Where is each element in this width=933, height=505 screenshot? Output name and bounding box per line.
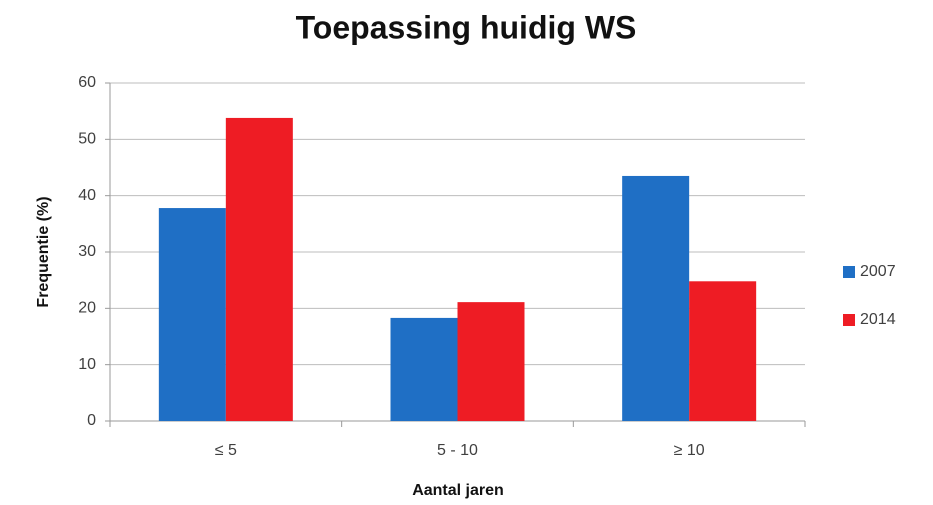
- legend-label: 2007: [860, 263, 896, 280]
- y-tick-label: 40: [78, 187, 96, 204]
- x-tick-label: ≥ 10: [674, 442, 705, 459]
- y-tick-label: 10: [78, 356, 96, 373]
- x-axis-label: Aantal jaren: [412, 482, 504, 499]
- y-tick-label: 20: [78, 300, 96, 317]
- y-tick-label: 30: [78, 243, 96, 260]
- bar: [158, 208, 226, 421]
- y-tick-label: 0: [87, 412, 96, 429]
- bar: [390, 317, 458, 421]
- legend-swatch: [843, 266, 855, 278]
- legend-swatch: [843, 314, 855, 326]
- bar: [457, 302, 525, 421]
- x-tick-label: ≤ 5: [215, 442, 237, 459]
- bar: [622, 175, 690, 421]
- chart-title: Toepassing huidig WS: [296, 9, 637, 45]
- y-tick-label: 50: [78, 131, 96, 148]
- bar: [225, 117, 293, 421]
- x-tick-label: 5 - 10: [437, 442, 478, 459]
- y-axis-label: Frequentie (%): [35, 196, 52, 307]
- y-tick-label: 60: [78, 74, 96, 91]
- legend-label: 2014: [860, 311, 896, 328]
- bar: [689, 281, 757, 421]
